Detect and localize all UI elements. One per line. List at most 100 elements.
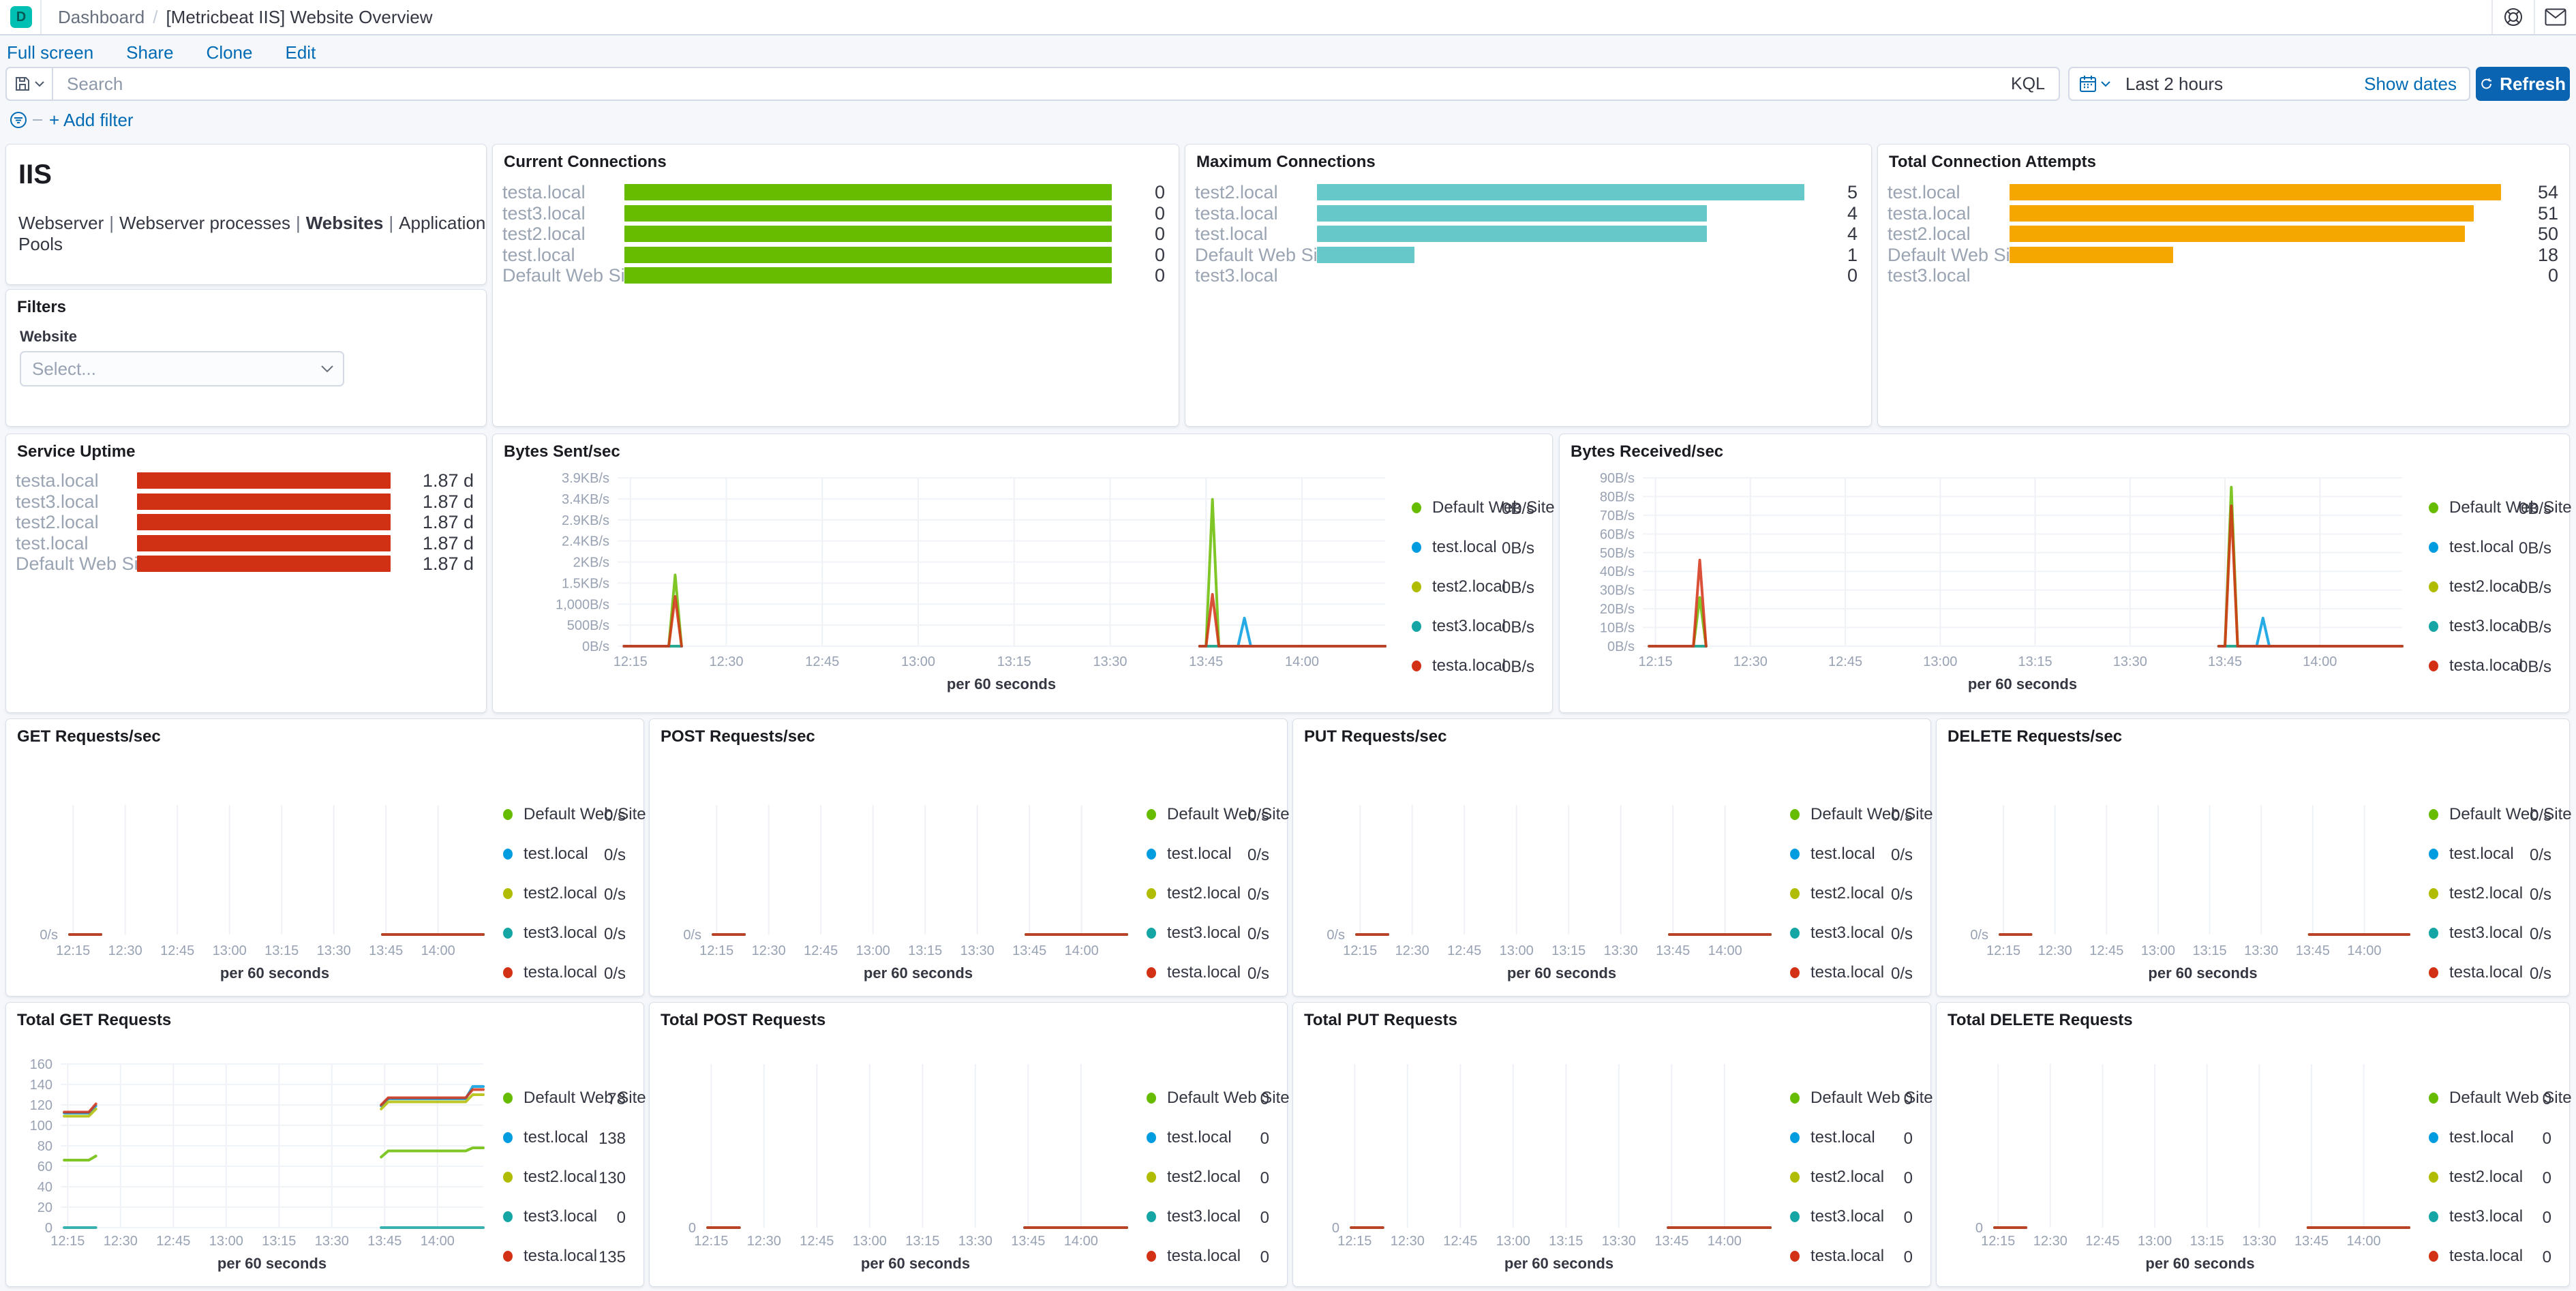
time-range-value[interactable]: Last 2 hours — [2125, 73, 2224, 94]
legend-item[interactable]: test2.local — [1790, 1168, 1884, 1186]
legend-item[interactable]: test3.local — [2429, 1207, 2523, 1226]
legend-item[interactable]: test.local — [2429, 845, 2514, 863]
legend-item[interactable]: test.local — [1412, 538, 1497, 556]
bar[interactable] — [137, 493, 391, 510]
legend-item[interactable]: test2.local — [2429, 884, 2523, 902]
legend-item[interactable]: test.local — [1790, 845, 1875, 863]
bar[interactable] — [1317, 184, 1804, 200]
bar[interactable] — [1317, 204, 1707, 222]
legend-item[interactable]: test2.local — [2429, 1168, 2524, 1186]
y-axis-tick-label: 30B/s — [1600, 583, 1635, 598]
menu-edit[interactable]: Edit — [285, 42, 316, 63]
legend-item[interactable]: testa.local — [1790, 1247, 1884, 1265]
legend-item[interactable]: Default Web Site — [503, 1089, 646, 1107]
filter-icon[interactable] — [10, 111, 27, 129]
y-axis-tick-label: 20 — [37, 1200, 52, 1215]
kibana-space-avatar[interactable]: D — [10, 6, 32, 28]
link-websites[interactable]: Websites — [305, 213, 384, 233]
legend-item[interactable]: test3.local — [1147, 924, 1241, 942]
legend-item[interactable]: testa.local — [1790, 963, 1884, 982]
legend-dot — [2429, 967, 2438, 978]
legend-item[interactable]: test.local — [503, 1128, 588, 1146]
bar[interactable] — [624, 267, 1112, 284]
legend-item[interactable]: Default Web Site — [2429, 1089, 2572, 1107]
show-dates-button[interactable]: Show dates — [2364, 73, 2457, 94]
legend-item[interactable]: test.local — [2429, 538, 2514, 556]
legend-item[interactable]: testa.local — [1147, 963, 1241, 982]
bar[interactable] — [137, 514, 391, 531]
legend-item[interactable]: testa.local — [2429, 656, 2523, 675]
link-webserver[interactable]: Webserver — [18, 213, 104, 233]
add-filter-button[interactable]: + Add filter — [49, 109, 134, 130]
bar[interactable] — [137, 472, 391, 489]
legend-item[interactable]: test.local — [1790, 1128, 1875, 1146]
bar[interactable] — [624, 226, 1112, 243]
link-webserver-processes[interactable]: Webserver processes — [119, 213, 290, 233]
legend-item[interactable]: testa.local — [2429, 1247, 2523, 1265]
legend-item[interactable]: test3.local — [2429, 617, 2523, 635]
bar[interactable] — [624, 246, 1112, 263]
legend-item[interactable]: test3.local — [1790, 1207, 1884, 1226]
legend-item[interactable]: testa.local — [503, 963, 597, 982]
legend-item[interactable]: Default Web Site — [1790, 1089, 1933, 1107]
line-chart-canvas: 12:15 12:30 12:45 13:00 13:15 13:30 13:45 14:00… — [688, 1064, 1128, 1272]
legend-item[interactable]: Default Web Site — [1412, 498, 1555, 517]
legend-item[interactable]: test3.local — [503, 924, 597, 942]
legend-item[interactable]: test3.local — [503, 1207, 597, 1226]
legend-item[interactable]: Default Web Site — [1790, 805, 1933, 823]
saved-query-menu-button[interactable] — [7, 68, 53, 100]
x-axis-tick-label: 13:00 — [853, 1234, 887, 1249]
query-language-kql-button[interactable]: KQL — [2010, 74, 2045, 93]
breadcrumb-dashboard-link[interactable]: Dashboard — [58, 6, 145, 27]
legend-item[interactable]: test2.local — [503, 884, 597, 902]
legend-item[interactable]: test2.local — [1147, 1168, 1241, 1186]
menu-full-screen[interactable]: Full screen — [7, 42, 94, 63]
legend-item[interactable]: testa.local — [1147, 1247, 1241, 1265]
x-axis-tick-label: 13:30 — [2113, 654, 2147, 669]
feedback-button[interactable] — [2534, 0, 2576, 34]
legend-item[interactable]: test3.local — [2429, 924, 2523, 942]
legend-label: Default Web Site — [524, 1089, 646, 1107]
website-select[interactable]: Select... — [20, 351, 344, 386]
legend-item[interactable]: test.local — [1147, 1128, 1232, 1146]
menu-clone[interactable]: Clone — [206, 42, 253, 63]
legend-item[interactable]: testa.local — [503, 1247, 597, 1265]
legend-item[interactable]: test2.local — [2429, 577, 2523, 596]
legend-item[interactable]: test3.local — [1790, 924, 1884, 942]
legend-label: test2.local — [2449, 1168, 2524, 1186]
legend-item[interactable]: Default Web Site — [503, 805, 646, 823]
refresh-button[interactable]: Refresh — [2476, 67, 2570, 101]
legend-item[interactable]: test2.local — [1147, 884, 1241, 902]
menu-share[interactable]: Share — [126, 42, 174, 63]
bar[interactable] — [624, 184, 1112, 200]
legend-item[interactable]: test3.local — [1412, 617, 1506, 635]
date-quick-select-button[interactable] — [2079, 75, 2110, 93]
bar[interactable] — [1317, 226, 1707, 243]
legend-item[interactable]: Default Web Site — [2429, 498, 2572, 517]
legend-item[interactable]: Default Web Site — [1147, 1089, 1290, 1107]
legend-item[interactable]: Default Web Site — [2429, 805, 2572, 823]
legend-item[interactable]: test2.local — [1412, 577, 1506, 596]
bar[interactable] — [2010, 226, 2465, 243]
legend-item[interactable]: testa.local — [1412, 656, 1506, 675]
legend-item[interactable]: test.local — [503, 845, 588, 863]
link-application-pools[interactable]: Application Pools — [18, 213, 486, 254]
legend-item[interactable]: test2.local — [1790, 884, 1884, 902]
legend-item[interactable]: testa.local — [2429, 963, 2523, 982]
legend-item[interactable]: test.local — [1147, 845, 1232, 863]
legend-item[interactable]: Default Web Site — [1147, 805, 1290, 823]
bar[interactable] — [137, 556, 391, 573]
x-axis-tick-label: 12:45 — [805, 654, 839, 669]
search-input[interactable]: Search — [67, 73, 123, 94]
bar[interactable] — [624, 204, 1112, 222]
filter-divider — [33, 119, 42, 121]
bar[interactable] — [1317, 246, 1414, 263]
bar[interactable] — [2010, 184, 2501, 200]
bar[interactable] — [137, 534, 391, 551]
legend-item[interactable]: test.local — [2429, 1128, 2514, 1146]
bar[interactable] — [2010, 246, 2174, 263]
help-button[interactable] — [2491, 0, 2534, 34]
legend-item[interactable]: test2.local — [503, 1168, 597, 1186]
bar[interactable] — [2010, 204, 2474, 222]
legend-item[interactable]: test3.local — [1147, 1207, 1241, 1226]
